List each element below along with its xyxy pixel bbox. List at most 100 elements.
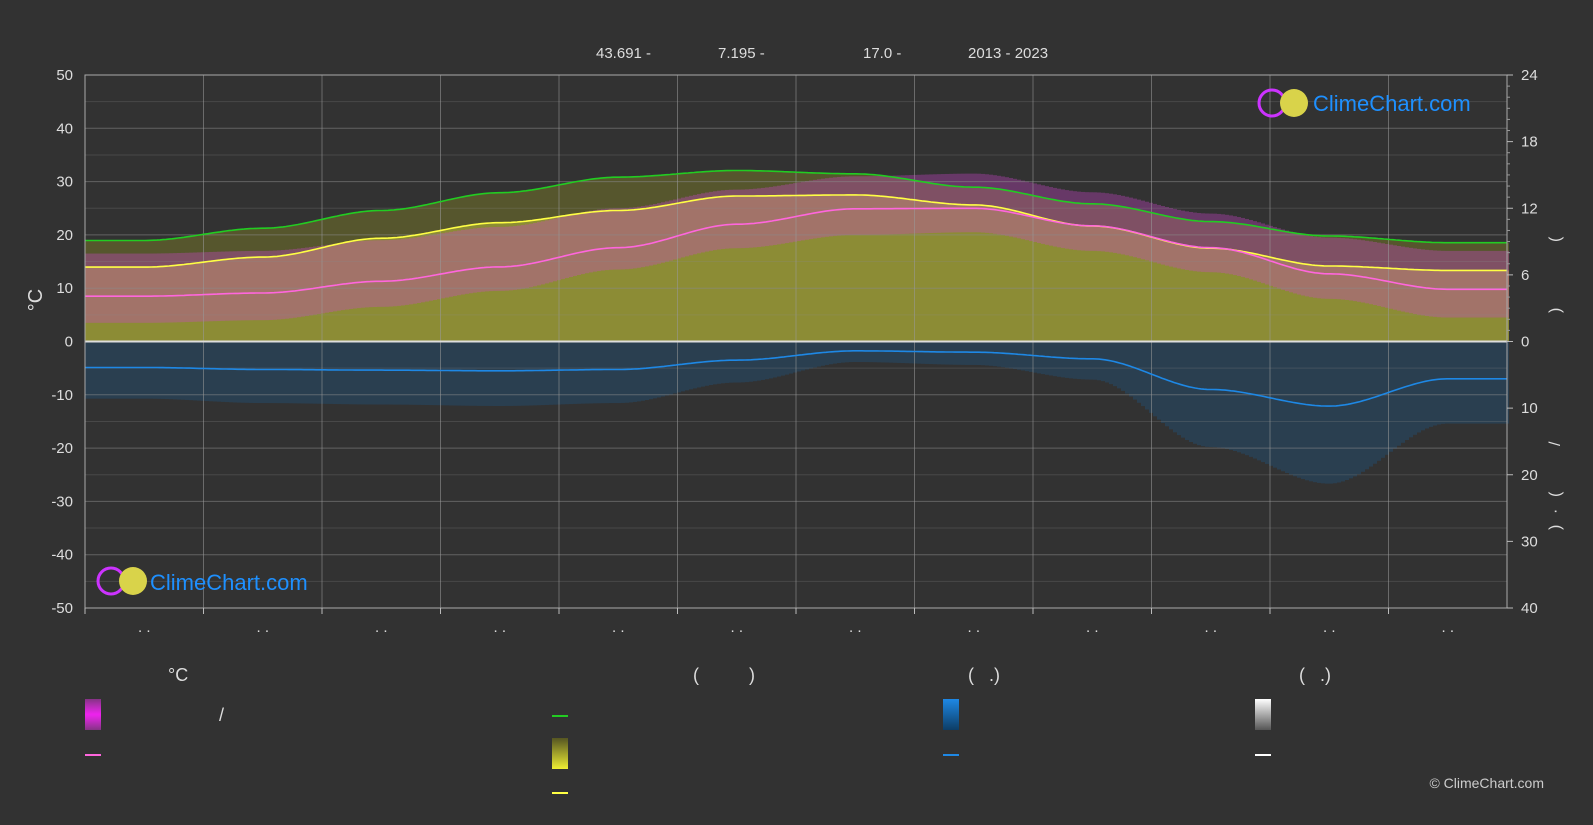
sunshine-band-stripe xyxy=(985,205,989,342)
precip-band-stripe xyxy=(1249,341,1253,457)
precip-band-stripe xyxy=(349,341,353,405)
temp-range-stripe xyxy=(1441,250,1445,318)
precip-band-stripe xyxy=(485,341,489,406)
sunshine-band-stripe xyxy=(837,194,841,342)
temp-range-stripe xyxy=(417,237,421,304)
temp-range-stripe xyxy=(893,175,897,235)
sunshine-band-stripe xyxy=(1249,252,1253,342)
precip-band-stripe xyxy=(353,341,357,405)
temp-range-stripe xyxy=(1221,214,1225,274)
temp-range-stripe xyxy=(1093,192,1097,251)
sunshine-band-stripe xyxy=(1161,240,1165,342)
temp-range-stripe xyxy=(909,175,913,234)
temp-range-stripe xyxy=(1061,189,1065,249)
sunshine-band-stripe xyxy=(273,256,277,342)
precip-band-stripe xyxy=(517,341,521,406)
precip-band-stripe xyxy=(1389,341,1393,452)
precip-band-stripe xyxy=(893,341,897,363)
precip-band-stripe xyxy=(873,341,877,363)
temp-range-stripe xyxy=(1361,240,1365,303)
temp-range-stripe xyxy=(1333,237,1337,299)
temp-range-stripe xyxy=(897,175,901,235)
temp-range-stripe xyxy=(297,248,301,318)
precip-band-stripe xyxy=(1441,341,1445,424)
temp-range-stripe xyxy=(425,235,429,302)
precip-line xyxy=(85,350,1507,407)
temp-mean-line xyxy=(85,207,1507,297)
precip-band-stripe xyxy=(1157,341,1161,420)
temp-range-stripe xyxy=(993,175,997,234)
precip-band-stripe xyxy=(997,341,1001,367)
temp-range-stripe xyxy=(1157,204,1161,264)
temp-range-stripe xyxy=(209,251,213,322)
precip-band-stripe xyxy=(1485,341,1489,424)
temp-range-stripe xyxy=(689,195,693,256)
temp-range-stripe xyxy=(465,229,469,294)
sunshine-band-stripe xyxy=(225,259,229,342)
sunshine-band-stripe xyxy=(977,205,981,342)
sunshine-band-stripe xyxy=(397,237,401,342)
temp-range-stripe xyxy=(393,239,397,307)
temp-range-stripe xyxy=(905,175,909,234)
precip-band-stripe xyxy=(85,341,89,399)
temp-range-stripe xyxy=(1385,243,1389,308)
temp-range-stripe xyxy=(481,227,485,292)
sunshine-band-stripe xyxy=(333,244,337,342)
precip-band-stripe xyxy=(1177,341,1181,436)
temp-range-stripe xyxy=(293,248,297,318)
sunshine-band-stripe xyxy=(1377,267,1381,342)
temp-range-stripe xyxy=(1485,250,1489,318)
temp-range-stripe xyxy=(749,189,753,248)
sunshine-band-stripe xyxy=(513,222,517,342)
legend-temp-range-text: / xyxy=(219,705,224,725)
sunshine-band-stripe xyxy=(957,204,961,342)
precip-band-stripe xyxy=(813,341,817,368)
temp-range-stripe xyxy=(553,218,557,282)
precip-band-stripe xyxy=(1125,341,1129,394)
precip-band-stripe xyxy=(121,341,125,399)
temp-range-stripe xyxy=(613,208,617,270)
sunshine-band-stripe xyxy=(1501,270,1505,342)
sunshine-band-stripe xyxy=(1421,269,1425,342)
precip-band-stripe xyxy=(1073,341,1077,379)
sunshine-band-stripe xyxy=(309,250,313,342)
precip-band-stripe xyxy=(949,341,953,365)
temp-range-stripe xyxy=(869,176,873,235)
sunshine-band-stripe xyxy=(505,222,509,342)
precip-band-stripe xyxy=(961,341,965,365)
sunshine-band-stripe xyxy=(1345,266,1349,342)
precip-band-stripe xyxy=(853,341,857,363)
chart-lines xyxy=(85,169,1507,407)
sunshine-band-stripe xyxy=(797,195,801,342)
temp-range-stripe xyxy=(413,237,417,304)
x-tick-label: . . xyxy=(849,619,862,636)
legend-snow-header: ( .) xyxy=(1299,665,1331,685)
temp-range-stripe xyxy=(977,173,981,233)
copyright: © ClimeChart.com xyxy=(1429,775,1544,791)
precip-band-stripe xyxy=(89,341,93,399)
temp-range-stripe xyxy=(1229,215,1233,275)
sunshine-band-stripe xyxy=(553,217,557,342)
temp-range-stripe xyxy=(329,244,333,313)
sunshine-band-stripe xyxy=(1185,245,1189,342)
sunshine-band-stripe xyxy=(813,195,817,342)
sunshine-band-stripe xyxy=(901,198,905,342)
sunshine-band-stripe xyxy=(189,263,193,342)
temp-range-stripe xyxy=(745,189,749,248)
sunshine-band-stripe xyxy=(401,236,405,342)
sunshine-band-stripe xyxy=(945,203,949,342)
temp-range-stripe xyxy=(1137,199,1141,259)
precip-band-stripe xyxy=(897,341,901,363)
left-tick-label: -40 xyxy=(51,547,73,564)
precip-band-stripe xyxy=(1345,341,1349,481)
sunshine-band-stripe xyxy=(1073,224,1077,342)
precip-band-stripe xyxy=(1237,341,1241,453)
temp-range-stripe xyxy=(677,198,681,259)
precip-band-stripe xyxy=(621,341,625,403)
temp-range-stripe xyxy=(933,174,937,233)
precip-band-stripe xyxy=(1333,341,1337,484)
temp-range-stripe xyxy=(1225,214,1229,274)
temp-range-stripe xyxy=(477,227,481,293)
precip-band-stripe xyxy=(1201,341,1205,447)
precip-band-stripe xyxy=(713,341,717,385)
